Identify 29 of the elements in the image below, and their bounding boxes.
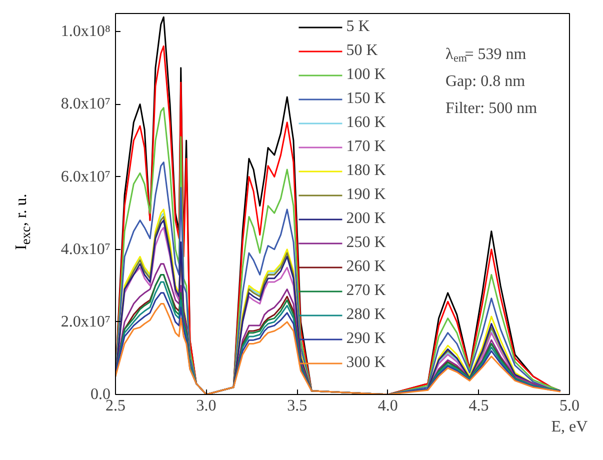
legend-label: 250 K <box>346 233 386 253</box>
legend-label: 200 K <box>346 209 386 229</box>
legend-label: 290 K <box>346 329 386 349</box>
legend-label: 5 K <box>346 17 370 37</box>
x-tick-label: 2.5 <box>106 398 126 414</box>
legend-label: 150 K <box>346 89 386 109</box>
x-tick-label: 4.0 <box>378 398 398 414</box>
y-tick-label: 1.0x10⁸ <box>60 23 110 40</box>
y-tick-label: 8.0x10⁷ <box>60 96 110 113</box>
legend-label: 300 K <box>346 353 386 373</box>
x-tick-label: 3.5 <box>287 398 308 414</box>
legend-label: 50 K <box>346 41 378 61</box>
x-tick-label: 5.0 <box>560 398 580 414</box>
legend-label: 170 K <box>346 137 386 157</box>
legend-label: 260 K <box>346 257 386 277</box>
y-tick-label: 6.0x10⁷ <box>60 168 110 186</box>
legend-label: 280 K <box>346 305 386 325</box>
x-axis-title: E, eV <box>551 418 588 436</box>
x-tick-label: 3.0 <box>196 398 216 414</box>
annotation: Filter: 500 nm <box>446 100 538 117</box>
legend-label: 160 K <box>346 113 386 133</box>
legend-label: 100 K <box>346 65 386 85</box>
x-tick-label: 4.5 <box>468 398 489 414</box>
legend-label: 270 K <box>346 281 386 301</box>
y-tick-label: 2.0x10⁷ <box>60 313 110 330</box>
legend-label: 190 K <box>346 185 386 205</box>
y-tick-label: 4.0x10⁷ <box>60 240 110 258</box>
legend-label: 180 K <box>346 161 386 181</box>
annotation: Gap: 0.8 nm <box>446 73 526 90</box>
